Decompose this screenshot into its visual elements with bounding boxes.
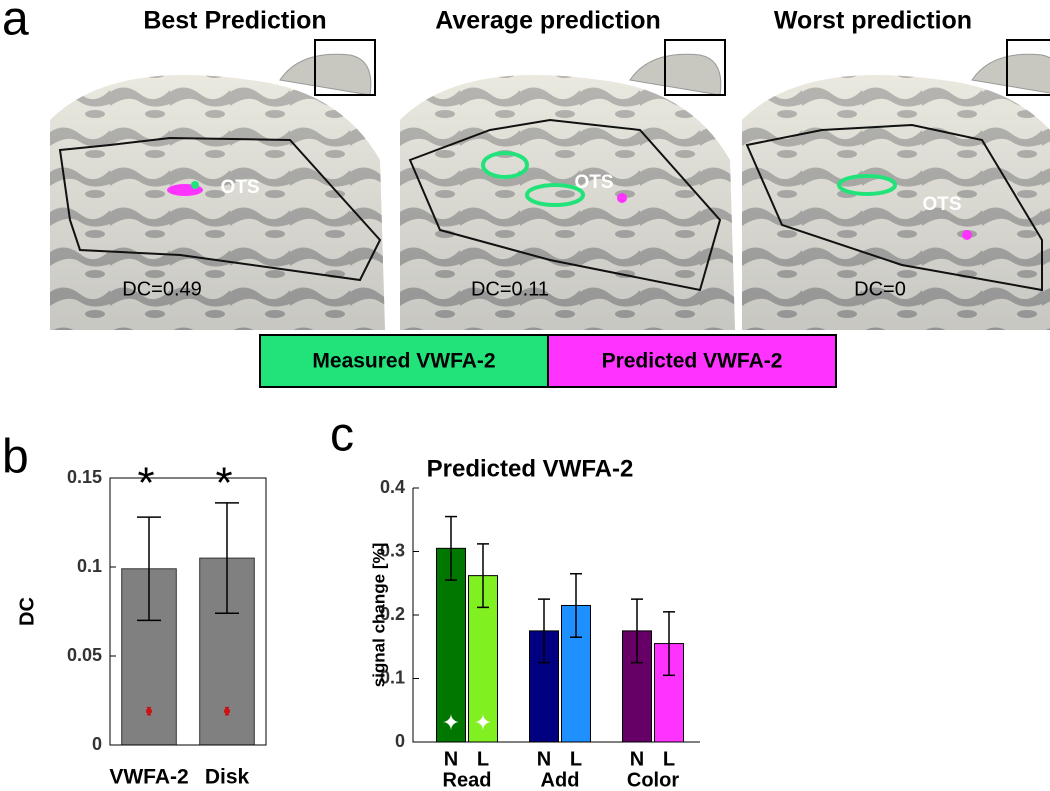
legend-label: Predicted VWFA-2 [602, 350, 783, 373]
region-label: OTS [922, 194, 961, 215]
y-axis-label: DC [16, 597, 38, 626]
legend-swatch [259, 334, 549, 388]
region-label: OTS [220, 177, 259, 198]
y-tick-label: 0.2 [380, 604, 405, 624]
significance-marker: ✦ [474, 710, 492, 735]
group-label: Read [443, 769, 492, 791]
charts: b 0 0.05 0.1 0.15 * VWFA-2 * Disk DC c 0 0.1 0.2 0.3 0.… [2, 409, 700, 791]
chance-dot [146, 708, 152, 715]
y-tick-label: 0.1 [77, 556, 102, 576]
x-tick-label: L [663, 748, 675, 770]
legend: Measured VWFA-2 Predicted VWFA-2 [259, 334, 837, 388]
y-tick-label: 0 [92, 734, 102, 754]
group-label: Add [541, 769, 580, 791]
chart-title: Predicted VWFA-2 [427, 455, 634, 482]
region-label: OTS [574, 172, 613, 193]
dc-label: DC=0.11 [471, 278, 549, 300]
x-tick-label: L [570, 748, 582, 770]
x-tick-label: L [477, 748, 489, 770]
y-tick-label: 0.3 [380, 540, 405, 560]
legend-swatch [547, 334, 837, 388]
y-tick-label: 0.4 [380, 477, 405, 497]
image-title: Best Prediction [143, 7, 326, 35]
x-tick-label: N [537, 748, 551, 770]
axes-box [109, 477, 267, 746]
group-label: Color [627, 769, 679, 791]
y-tick-label: 0.1 [380, 667, 405, 687]
y-tick-label: 0 [395, 731, 405, 751]
panel-label: b [2, 431, 29, 484]
axes [412, 488, 700, 743]
y-tick-label: 0.15 [67, 467, 102, 487]
panel-label: a [2, 0, 29, 46]
brain-image [741, 39, 1050, 331]
significance: * [215, 459, 232, 508]
bar [121, 568, 177, 746]
significance-marker: ✦ [442, 710, 460, 735]
x-tick-label: N [630, 748, 644, 770]
brain-image [399, 39, 736, 331]
x-tick-label: N [444, 748, 458, 770]
chance-dot [224, 708, 230, 715]
significance: * [137, 459, 154, 508]
dc-label: DC=0 [854, 278, 906, 300]
brain-image [49, 39, 386, 331]
y-axis-label: signal change [%] [369, 543, 388, 688]
legend-label: Measured VWFA-2 [312, 350, 495, 373]
x-tick-label: VWFA-2 [109, 766, 188, 789]
x-tick-label: Disk [205, 766, 250, 789]
y-tick-label: 0.05 [67, 645, 102, 665]
dc-label: DC=0.49 [122, 278, 202, 300]
image-title: Average prediction [435, 7, 661, 35]
image-title: Worst prediction [774, 7, 972, 35]
panel-label: c [330, 409, 354, 462]
